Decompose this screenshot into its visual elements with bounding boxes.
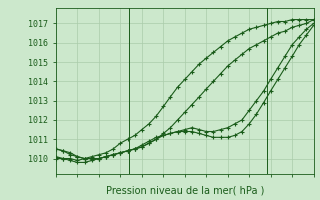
X-axis label: Pression niveau de la mer( hPa ): Pression niveau de la mer( hPa ) [106, 186, 264, 196]
